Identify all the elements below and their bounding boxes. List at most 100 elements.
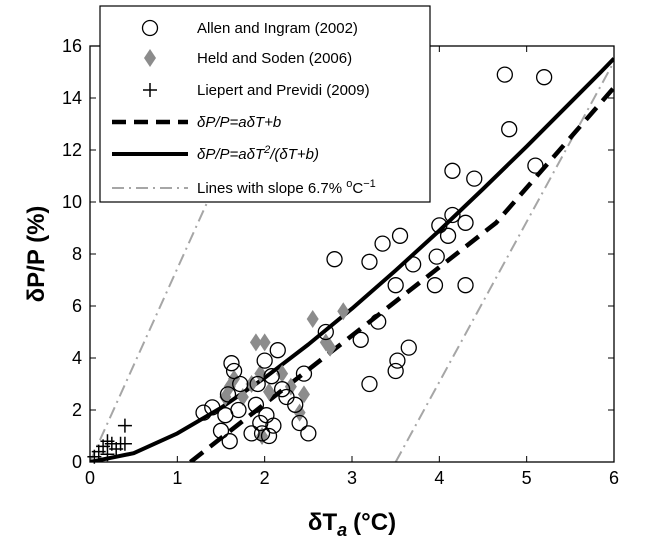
allen-ingram-point [466, 170, 483, 187]
x-tick-label: 6 [609, 468, 619, 488]
legend: Allen and Ingram (2002) Held and Soden (… [99, 5, 431, 203]
liepert-previdi-point [100, 447, 115, 462]
allen-ingram-point [317, 323, 334, 341]
allen-ingram-point [444, 206, 461, 224]
allen-ingram-point [232, 375, 249, 393]
x-tick-label: 3 [347, 468, 357, 488]
liepert-previdi-point [100, 434, 115, 449]
legend-symbol-held [144, 49, 156, 67]
allen-ingram-point [195, 404, 212, 421]
quadratic-fit-line [90, 57, 614, 462]
allen-ingram-point [389, 352, 406, 369]
allen-ingram-point [291, 414, 308, 432]
held-soden-point [284, 377, 297, 396]
allen-ingram-point [387, 277, 404, 294]
legend-entry-allen: Allen and Ingram (2002) [197, 20, 358, 37]
allen-ingram-point [370, 313, 387, 330]
held-soden-point [236, 388, 249, 406]
slope-line [90, 46, 279, 462]
allen-ingram-point [400, 339, 417, 356]
y-tick-label: 14 [62, 88, 82, 108]
allen-ingram-point [431, 217, 448, 234]
y-tick-label: 4 [72, 348, 82, 368]
y-tick-label: 16 [62, 36, 82, 56]
allen-ingram-point [273, 381, 291, 398]
allen-ingram-point [223, 355, 240, 372]
legend-quadratic-tail: /(δT+b) [269, 146, 319, 163]
allen-ingram-point [428, 248, 445, 265]
legend-quadratic-main: δP/P=aδT [197, 146, 266, 163]
allen-ingram-point [501, 121, 518, 138]
x-tick-label: 0 [85, 468, 95, 488]
y-tick-label: 6 [72, 296, 82, 316]
x-tick-label: 1 [172, 468, 182, 488]
liepert-previdi-point [117, 436, 132, 451]
allen-ingram-point [263, 368, 280, 385]
y-tick-label: 2 [72, 400, 82, 420]
allen-ingram-point [444, 162, 461, 179]
liepert-previdi-point [117, 418, 132, 433]
x-axis-label-sub: a [337, 520, 347, 540]
x-tick-label: 5 [522, 468, 532, 488]
allen-ingram-point [496, 66, 513, 83]
legend-entry-linear: δP/P=aδT+b [197, 114, 281, 131]
allen-ingram-point [204, 399, 221, 416]
allen-ingram-point [391, 227, 409, 244]
x-tick-label: 4 [434, 468, 444, 488]
legend-entry-slope: Lines with slope 6.7% oC−1 [197, 178, 376, 197]
allen-ingram-point [219, 386, 237, 403]
allen-ingram-point [265, 417, 282, 434]
allen-ingram-point [457, 277, 474, 294]
allen-ingram-point [457, 214, 474, 231]
allen-ingram-point [527, 157, 544, 174]
allen-ingram-point [269, 342, 286, 359]
x-axis-label: δTa (°C) [308, 509, 396, 540]
allen-ingram-point [387, 362, 404, 380]
allen-ingram-point [249, 375, 266, 393]
allen-ingram-point [374, 235, 391, 252]
legend-entry-held: Held and Soden (2006) [197, 50, 352, 67]
allen-ingram-point [256, 352, 273, 369]
legend-slope-main: Lines with slope 6.7% [197, 180, 346, 197]
y-tick-label: 12 [62, 140, 82, 160]
legend-symbol-allen [141, 19, 159, 37]
held-soden-point [258, 333, 271, 352]
slope-lines-series [90, 46, 614, 462]
legend-slope-sup: −1 [363, 178, 376, 190]
allen-ingram-point [225, 362, 243, 380]
y-tick-label: 0 [72, 452, 82, 472]
legend-slope-deg: o [346, 178, 352, 190]
allen-ingram-point [300, 425, 317, 442]
allen-ingram-point [230, 401, 247, 419]
y-axis-label: δP/P (%) [23, 206, 50, 303]
allen-ingram-point [295, 365, 313, 382]
held-soden-point [245, 375, 258, 393]
markers [87, 66, 553, 464]
allen-ingram-point [426, 277, 444, 294]
held-soden-point [306, 310, 319, 328]
held-soden-point [297, 385, 310, 404]
allen-ingram-point [287, 396, 304, 413]
allen-ingram-point [247, 396, 265, 413]
legend-slope-unit: C [352, 180, 363, 197]
allen-ingram-point [404, 256, 422, 273]
legend-entry-liepert: Liepert and Previdi (2009) [197, 82, 370, 99]
y-tick-label: 10 [62, 192, 82, 212]
legend-box [99, 5, 431, 203]
legend-symbols [112, 19, 188, 189]
allen-ingram-point [361, 253, 378, 270]
held-soden-point [324, 338, 337, 357]
allen-ingram-point [326, 251, 343, 268]
x-tick-label: 2 [260, 468, 270, 488]
legend-symbol-liepert [143, 83, 157, 97]
allen-ingram-point [361, 375, 378, 393]
allen-ingram-point [260, 427, 278, 445]
allen-ingram-point [243, 425, 260, 442]
held-soden-point [249, 333, 262, 352]
held-soden-point [263, 382, 276, 401]
slope-line [394, 61, 614, 462]
allen-ingram-point [221, 433, 238, 450]
allen-ingram-point [439, 227, 457, 244]
allen-ingram-point [212, 422, 230, 439]
